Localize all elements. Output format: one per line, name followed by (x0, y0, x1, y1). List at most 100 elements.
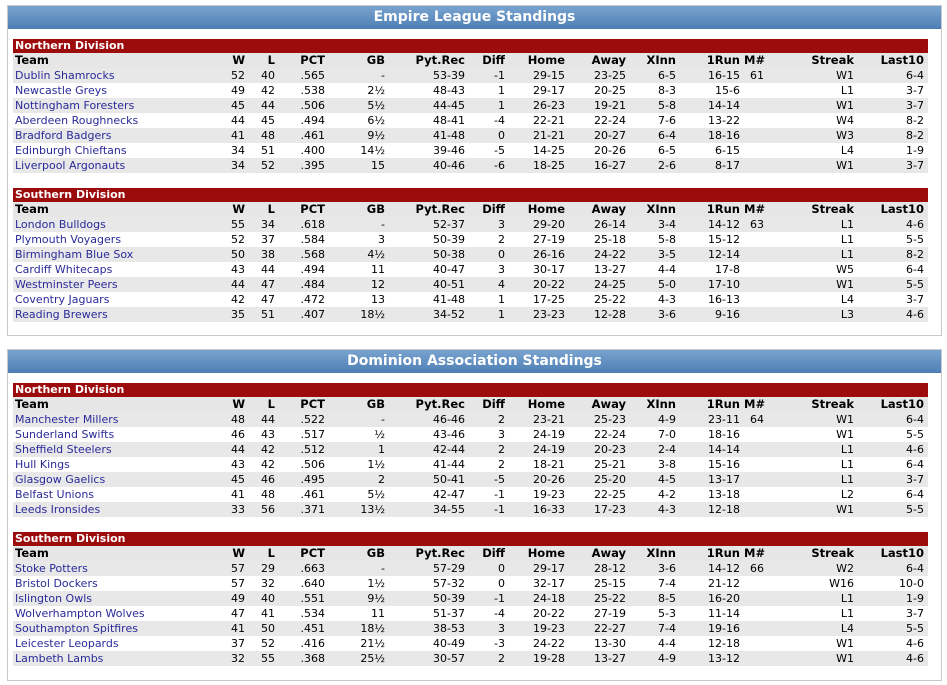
extra-innings-cell: 4-9 (626, 412, 676, 427)
games-back-cell: 21½ (325, 636, 385, 651)
team-link[interactable]: Manchester Millers (15, 413, 119, 426)
team-link[interactable]: Birmingham Blue Sox (15, 248, 134, 261)
home-record-cell: 19-23 (505, 487, 565, 502)
extra-innings-cell: 7-0 (626, 427, 676, 442)
team-link[interactable]: Reading Brewers (15, 308, 108, 321)
pct-cell: .371 (275, 502, 325, 517)
pyt-rec-cell: 57-29 (385, 561, 465, 576)
pct-cell: .618 (275, 217, 325, 232)
games-back-cell: 18½ (325, 307, 385, 322)
last-ten-cell: 4-6 (854, 307, 928, 322)
team-link[interactable]: Plymouth Voyagers (15, 233, 122, 246)
pct-cell: .506 (275, 98, 325, 113)
team-link[interactable]: Liverpool Argonauts (15, 159, 126, 172)
team-link[interactable]: Stoke Potters (15, 562, 88, 575)
home-record-cell: 30-17 (505, 262, 565, 277)
team-link[interactable]: Sheffield Steelers (15, 443, 112, 456)
away-record-cell: 25-15 (565, 576, 626, 591)
pyt-rec-cell: 42-44 (385, 442, 465, 457)
team-link[interactable]: Bradford Badgers (15, 129, 112, 142)
away-record-cell: 16-27 (565, 158, 626, 173)
extra-innings-cell: 7-4 (626, 576, 676, 591)
team-cell: Southampton Spitfires (13, 621, 203, 636)
column-header-run-diff: Diff (465, 202, 505, 217)
team-link[interactable]: Southampton Spitfires (15, 622, 138, 635)
losses-cell: 48 (245, 487, 275, 502)
extra-innings-cell: 6-5 (626, 143, 676, 158)
one-run-cell: 21-12 (676, 576, 740, 591)
team-cell: Liverpool Argonauts (13, 158, 203, 173)
team-link[interactable]: Westminster Peers (15, 278, 118, 291)
wins-cell: 57 (203, 576, 245, 591)
pyt-rec-cell: 51-37 (385, 606, 465, 621)
run-diff-cell: 1 (465, 83, 505, 98)
column-header-pct: PCT (275, 397, 325, 412)
column-header-last-ten: Last10 (854, 546, 928, 561)
pyt-rec-cell: 48-41 (385, 113, 465, 128)
standings-table: Team W L PCT GB Pyt.Rec Diff Home Away XInn 1Run M#… (13, 53, 928, 173)
home-record-cell: 20-22 (505, 277, 565, 292)
team-link[interactable]: Lambeth Lambs (15, 652, 104, 665)
team-link[interactable]: Hull Kings (15, 458, 70, 471)
run-diff-cell: 3 (465, 217, 505, 232)
team-link[interactable]: Newcastle Greys (15, 84, 107, 97)
team-link[interactable]: Cardiff Whitecaps (15, 263, 113, 276)
team-link[interactable]: Edinburgh Chieftans (15, 144, 127, 157)
team-link[interactable]: Leicester Leopards (15, 637, 119, 650)
team-link[interactable]: Dublin Shamrocks (15, 69, 115, 82)
one-run-cell: 11-14 (676, 606, 740, 621)
column-header-losses: L (245, 397, 275, 412)
streak-cell: W1 (780, 651, 854, 666)
team-row: Stoke Potters 57 29.663-57-29 0 29-17 28-12 3-… (13, 561, 928, 576)
magic-number-cell (740, 232, 780, 247)
run-diff-cell: -1 (465, 502, 505, 517)
magic-number-cell: 66 (740, 561, 780, 576)
one-run-cell: 12-18 (676, 502, 740, 517)
column-header-games-back: GB (325, 546, 385, 561)
pyt-rec-cell: 57-32 (385, 576, 465, 591)
team-link[interactable]: Aberdeen Roughnecks (15, 114, 139, 127)
column-header-away-record: Away (565, 53, 626, 68)
team-link[interactable]: Coventry Jaguars (15, 293, 110, 306)
extra-innings-cell: 5-8 (626, 98, 676, 113)
team-row: Cardiff Whitecaps 43 44.494 11 40-47 3 30-17 13… (13, 262, 928, 277)
pyt-rec-cell: 48-43 (385, 83, 465, 98)
team-row: Plymouth Voyagers 52 37.584 3 50-39 2 27-19 25-… (13, 232, 928, 247)
streak-cell: W1 (780, 412, 854, 427)
team-link[interactable]: Leeds Ironsides (15, 503, 101, 516)
one-run-cell: 12-18 (676, 636, 740, 651)
pyt-rec-cell: 50-39 (385, 232, 465, 247)
team-link[interactable]: Nottingham Foresters (15, 99, 135, 112)
column-header-magic-number: M# (740, 202, 780, 217)
team-link[interactable]: Belfast Unions (15, 488, 95, 501)
team-cell: Aberdeen Roughnecks (13, 113, 203, 128)
extra-innings-cell: 5-8 (626, 232, 676, 247)
team-link[interactable]: Wolverhampton Wolves (15, 607, 145, 620)
away-record-cell: 25-22 (565, 591, 626, 606)
pct-cell: .495 (275, 472, 325, 487)
one-run-cell: 18-16 (676, 128, 740, 143)
run-diff-cell: 0 (465, 576, 505, 591)
streak-cell: L1 (780, 232, 854, 247)
wins-cell: 41 (203, 128, 245, 143)
wins-cell: 52 (203, 232, 245, 247)
team-link[interactable]: Glasgow Gaelics (15, 473, 106, 486)
column-header-games-back: GB (325, 397, 385, 412)
one-run-cell: 9-16 (676, 307, 740, 322)
run-diff-cell: 1 (465, 307, 505, 322)
pct-cell: .472 (275, 292, 325, 307)
home-record-cell: 26-16 (505, 247, 565, 262)
team-link[interactable]: Bristol Dockers (15, 577, 98, 590)
wins-cell: 41 (203, 487, 245, 502)
team-link[interactable]: Sunderland Swifts (15, 428, 115, 441)
losses-cell: 47 (245, 292, 275, 307)
losses-cell: 50 (245, 621, 275, 636)
team-link[interactable]: London Bulldogs (15, 218, 106, 231)
losses-cell: 40 (245, 591, 275, 606)
last-ten-cell: 1-9 (854, 143, 928, 158)
team-row: Birmingham Blue Sox 50 38.568 4½ 50-38 0 26-16… (13, 247, 928, 262)
last-ten-cell: 6-4 (854, 262, 928, 277)
pct-cell: .663 (275, 561, 325, 576)
streak-cell: L1 (780, 472, 854, 487)
team-link[interactable]: Islington Owls (15, 592, 92, 605)
